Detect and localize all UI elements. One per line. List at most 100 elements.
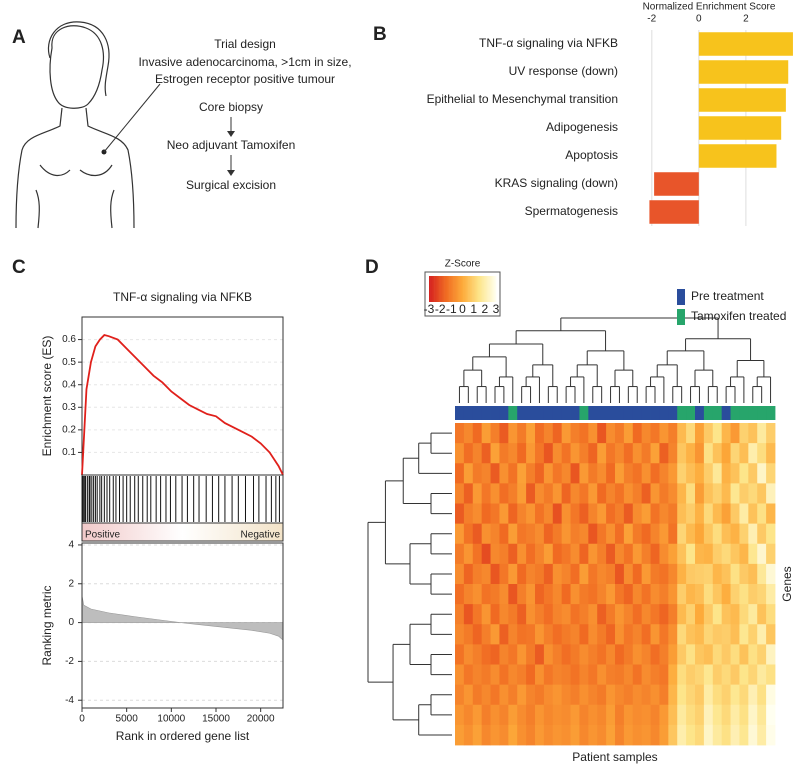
heatmap-cell bbox=[695, 543, 705, 565]
heatmap-cell bbox=[455, 604, 465, 625]
heatmap-cell bbox=[508, 584, 518, 605]
heatmap-cell bbox=[748, 443, 758, 464]
colorbar-step bbox=[494, 276, 497, 302]
heatmap-cell bbox=[739, 463, 749, 484]
group-cell bbox=[721, 406, 731, 420]
heatmap-cell bbox=[615, 443, 625, 464]
heatmap-cell bbox=[508, 503, 518, 525]
heatmap-cell bbox=[543, 684, 554, 706]
colorbar-step bbox=[482, 276, 485, 302]
colorbar-step bbox=[430, 276, 432, 302]
heatmap-cell bbox=[632, 664, 643, 686]
group-cell bbox=[570, 406, 580, 420]
heatmap-cell bbox=[526, 423, 536, 444]
heatmap-cell bbox=[730, 644, 740, 665]
heatmap-cell bbox=[570, 463, 580, 484]
heatmap-cell bbox=[721, 724, 731, 746]
heatmap-cell bbox=[499, 724, 509, 746]
heatmap-cell bbox=[712, 624, 723, 645]
colorbar-tick-label: 0 bbox=[459, 302, 466, 316]
heatmap-cell bbox=[730, 543, 740, 565]
heatmap-cell bbox=[766, 684, 776, 706]
heatmap-cell bbox=[561, 543, 571, 565]
colorbar-step bbox=[484, 276, 487, 302]
heatmap-cell bbox=[535, 604, 545, 625]
heatmap-cell bbox=[677, 704, 687, 726]
heatmap-cell bbox=[748, 644, 758, 665]
heatmap-cell bbox=[597, 463, 607, 484]
heatmap-cell bbox=[757, 423, 767, 444]
heatmap-cell bbox=[757, 704, 767, 726]
group-cell bbox=[472, 406, 483, 420]
heatmap-cell bbox=[615, 483, 625, 504]
heatmap-cell bbox=[570, 664, 580, 686]
heatmap-cell bbox=[712, 704, 723, 726]
heatmap-cell bbox=[606, 684, 616, 706]
heatmap-cell bbox=[703, 443, 714, 464]
heatmap-cell bbox=[463, 463, 474, 484]
heatmap-cell bbox=[597, 724, 607, 746]
heatmap-cell bbox=[757, 463, 767, 484]
heatmap-cell bbox=[535, 704, 545, 726]
heatmap-cell bbox=[481, 624, 491, 645]
heatmap-cell bbox=[606, 624, 616, 645]
heatmap-cell bbox=[668, 704, 678, 726]
colorbar-step bbox=[470, 276, 472, 302]
group-cell bbox=[606, 406, 616, 420]
heatmap-cell bbox=[552, 724, 563, 746]
heatmap-cell bbox=[481, 463, 491, 484]
heatmap-cell bbox=[712, 584, 723, 605]
group-cell bbox=[757, 406, 767, 420]
heatmap-cell bbox=[472, 584, 483, 605]
heatmap-cell bbox=[517, 543, 527, 565]
chart-title: TNF-α signaling via NFKB bbox=[113, 290, 252, 304]
colorbar-step bbox=[485, 276, 488, 302]
heatmap-cell bbox=[721, 483, 731, 504]
heatmap-cell bbox=[570, 443, 580, 464]
heatmap-cell bbox=[552, 704, 563, 726]
heatmap-cell bbox=[552, 523, 563, 545]
colorbar-step bbox=[468, 276, 470, 302]
group-cell bbox=[748, 406, 758, 420]
heatmap-cell bbox=[757, 523, 767, 545]
heatmap-cell bbox=[463, 664, 474, 686]
heatmap-cell bbox=[739, 724, 749, 746]
heatmap-cell bbox=[721, 503, 731, 525]
heatmap-cell bbox=[535, 563, 545, 585]
heatmap-cell bbox=[641, 584, 651, 605]
heatmap-cell bbox=[757, 644, 767, 665]
heatmap-cell bbox=[650, 503, 660, 525]
heatmap-cell bbox=[739, 443, 749, 464]
heatmap-cell bbox=[579, 503, 589, 525]
heatmap-cell bbox=[455, 543, 465, 565]
colorbar-step bbox=[454, 276, 457, 302]
heatmap-cell bbox=[623, 724, 634, 746]
heatmap-cell bbox=[748, 483, 758, 504]
heatmap-cell bbox=[499, 704, 509, 726]
heatmap-cell bbox=[472, 563, 483, 585]
colorbar-step bbox=[443, 276, 445, 302]
heatmap-cell bbox=[623, 604, 634, 625]
heatmap-cell bbox=[499, 644, 509, 665]
heatmap-cell bbox=[623, 463, 634, 484]
heatmap-cell bbox=[668, 503, 678, 525]
heatmap-cell bbox=[508, 543, 518, 565]
heatmap-cell bbox=[677, 443, 687, 464]
heatmap-cell bbox=[543, 463, 554, 484]
colorbar-step bbox=[447, 276, 450, 302]
heatmap-cell bbox=[463, 503, 474, 525]
heatmap-cell bbox=[677, 543, 687, 565]
heatmap-cell bbox=[597, 523, 607, 545]
heatmap-cell bbox=[730, 704, 740, 726]
heatmap-cell bbox=[677, 584, 687, 605]
heatmap-cell bbox=[579, 704, 589, 726]
negative-label: Negative bbox=[241, 530, 281, 541]
heatmap-cell bbox=[499, 563, 509, 585]
colorbar-step bbox=[440, 276, 442, 302]
heatmap-cell bbox=[695, 724, 705, 746]
heatmap-cell bbox=[721, 423, 731, 444]
heatmap-cell bbox=[615, 543, 625, 565]
group-cell bbox=[552, 406, 563, 420]
group-cell bbox=[668, 406, 678, 420]
heatmap-cell bbox=[650, 624, 660, 645]
